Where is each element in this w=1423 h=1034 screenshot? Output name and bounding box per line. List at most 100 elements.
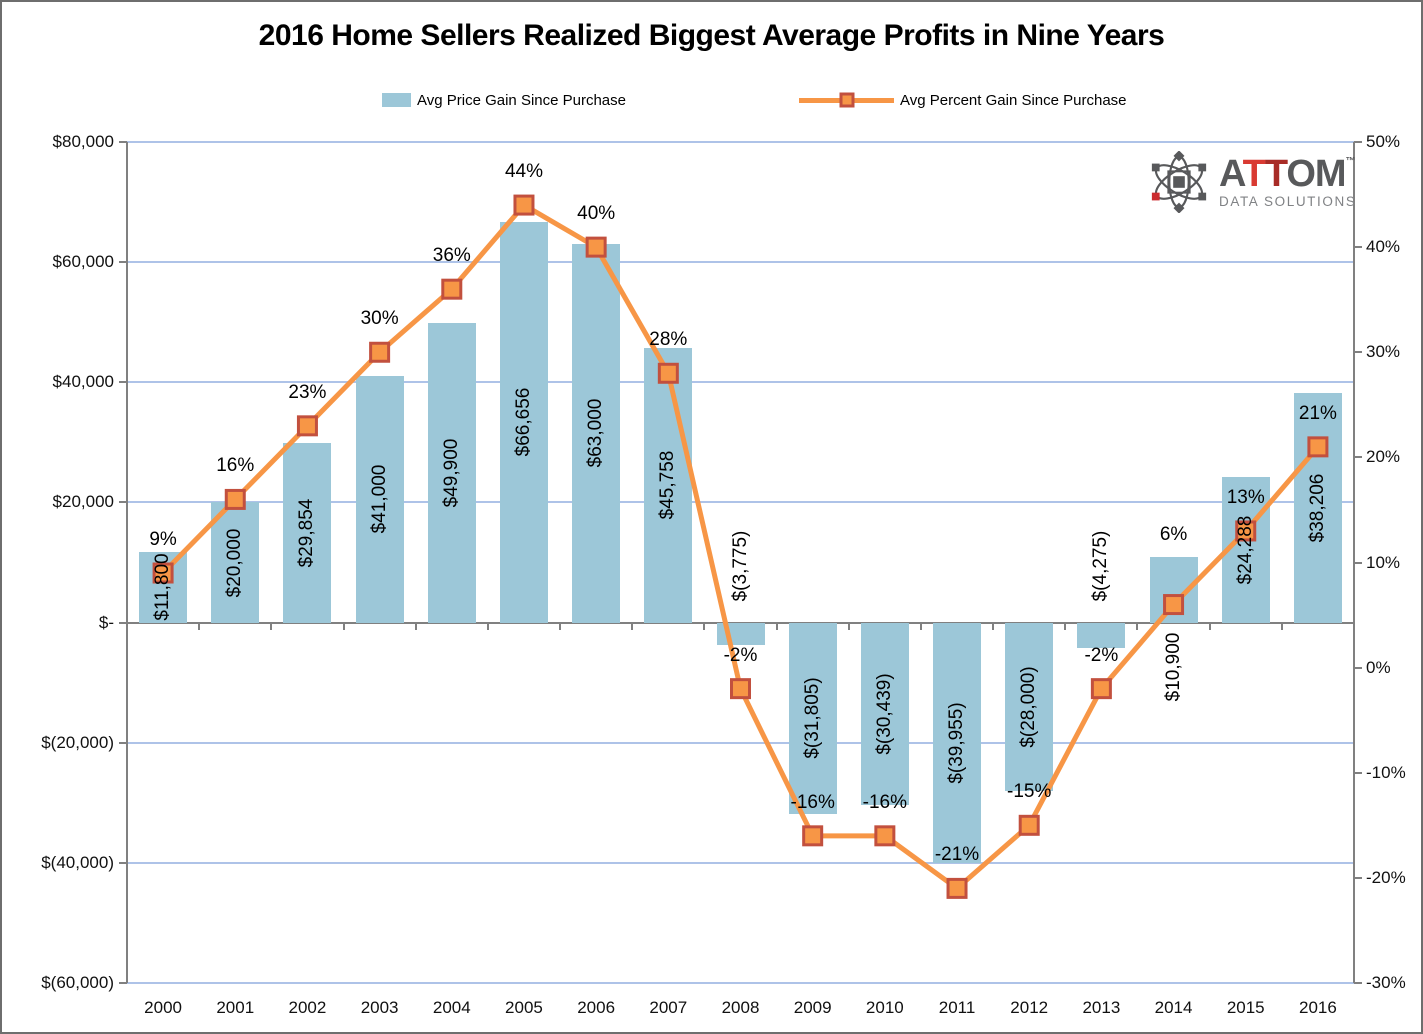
y-axis-label-right-7: -20% [1366,867,1406,887]
x-axis-label-2005: 2005 [505,998,543,1017]
bar-label-2006: $63,000 [585,399,607,468]
x-axis-label-2001: 2001 [216,998,255,1017]
legend-line-marker-icon [839,92,854,108]
x-axis-tick-4 [414,622,417,630]
y-axis-label-right-1: 40% [1366,237,1401,257]
attom-wordmark: ATTOM™ [1219,155,1356,193]
attom-atom-icon [1151,151,1207,213]
marker-2013 [1090,678,1112,700]
bar-label-2007: $45,758 [657,450,679,520]
bar-label-2001: $20,000 [224,528,246,597]
y-axis-left-tick--20000 [119,741,127,744]
y-axis-label-left-1: $60,000 [52,252,114,272]
bar-label-2008: $(3,775) [729,530,751,601]
x-axis-tick-12 [992,622,995,630]
attom-letter-a: A [1219,153,1244,195]
marker-2005 [513,194,535,216]
marker-2003 [369,341,391,363]
x-axis-tick-13 [1064,622,1067,630]
legend-bar-label: Avg Price Gain Since Purchase [417,91,626,109]
x-axis-tick-2 [270,622,273,630]
bar-label-2015: $24,288 [1234,515,1256,584]
attom-logo-text: ATTOM™ DATA SOLUTIONS [1219,155,1356,209]
y-axis-left-tick-60000 [119,261,127,264]
y-axis-left-tick--60000 [119,982,127,984]
x-axis-tick-8 [703,622,706,630]
x-axis-label-2009: 2009 [793,998,832,1017]
y-axis-label-left-5: $(20,000) [41,732,114,752]
x-axis-label-2013: 2013 [1082,998,1121,1017]
pct-label-2014: 6% [1159,523,1188,545]
attom-logo-subtitle: DATA SOLUTIONS [1219,194,1357,209]
pct-label-2000: 9% [149,529,177,550]
y-axis-left-tick-20000 [119,501,127,504]
legend-item-bar: Avg Price Gain Since Purchase [382,86,626,114]
bar-label-2013: $(4,275) [1090,530,1112,601]
pct-label-2006: 40% [577,203,616,225]
y-axis-right-tick-0 [1354,666,1362,669]
x-axis-label-2007: 2007 [649,998,688,1017]
y-axis-right-tick-30 [1354,351,1362,354]
y-axis-label-left-7: $(60,000) [41,973,114,992]
pct-label-2011: -21% [934,844,980,866]
y-axis-right-tick--10 [1354,771,1362,774]
marker-2002 [296,415,318,437]
pct-label-2008: -2% [723,644,758,666]
chart-title: 2016 Home Sellers Realized Biggest Avera… [258,19,1165,52]
pct-label-2002: 23% [288,381,327,403]
marker-2008 [730,678,751,700]
y-axis-left-tick-80000 [119,141,127,143]
bar-2014 [1149,557,1198,623]
x-axis-label-2014: 2014 [1154,998,1193,1017]
legend-bar-swatch-icon [382,93,411,107]
y-axis-right-tick-50 [1354,141,1362,143]
y-axis-left-line [126,142,128,983]
gridline-60000 [127,261,1354,264]
x-axis-label-2015: 2015 [1226,998,1265,1017]
x-axis-tick-14 [1136,622,1139,630]
y-axis-label-left-4: $- [98,612,114,632]
bar-label-2005: $66,656 [512,388,534,457]
pct-label-2010: -16% [862,791,908,813]
x-axis-label-2008: 2008 [721,998,760,1017]
y-axis-label-right-4: 10% [1366,552,1401,572]
legend: Avg Price Gain Since Purchase Avg Percen… [2,86,1421,114]
legend-line-label: Avg Percent Gain Since Purchase [900,91,1127,109]
pct-label-2012: -15% [1007,781,1052,803]
attom-logo: ATTOM™ DATA SOLUTIONS [1148,151,1356,213]
x-axis-label-2011: 2011 [938,998,976,1017]
pct-label-2001: 16% [216,455,255,477]
gridline--40000 [127,861,1354,864]
marker-2010 [874,825,896,847]
x-axis-tick-16 [1280,622,1283,630]
gridline--60000 [127,982,1354,984]
y-axis-left-tick-0 [119,621,127,624]
x-axis-tick-15 [1208,622,1211,630]
y-axis-label-left-2: $40,000 [52,372,114,392]
y-axis-label-right-5: 0% [1366,657,1391,677]
y-axis-label-right-3: 20% [1366,447,1401,467]
legend-line-swatch-icon [799,92,894,108]
pct-label-2009: -16% [790,791,835,813]
x-axis-tick-11 [919,622,922,630]
y-axis-right-tick-10 [1354,561,1362,564]
bar-label-2011: $(39,955) [946,701,968,784]
y-axis-right-tick-40 [1354,246,1362,249]
marker-2011 [946,877,968,899]
marker-2012 [1018,814,1040,836]
bar-label-2010: $(30,439) [873,673,895,755]
bar-label-2014: $10,900 [1162,632,1184,701]
x-axis-tick-10 [847,622,850,630]
y-axis-left-tick--40000 [119,861,127,864]
bar-label-2002: $29,854 [296,498,318,568]
y-axis-label-left-6: $(40,000) [41,852,114,872]
x-axis-label-2012: 2012 [1010,998,1049,1017]
x-axis-label-2002: 2002 [288,998,327,1017]
legend-item-line: Avg Percent Gain Since Purchase [799,86,1127,114]
x-axis-tick-0 [126,622,128,630]
pct-label-2007: 28% [649,329,688,351]
y-axis-label-right-0: 50% [1366,132,1401,151]
y-axis-right-tick--30 [1354,982,1362,984]
attom-trademark: ™ [1345,156,1356,167]
